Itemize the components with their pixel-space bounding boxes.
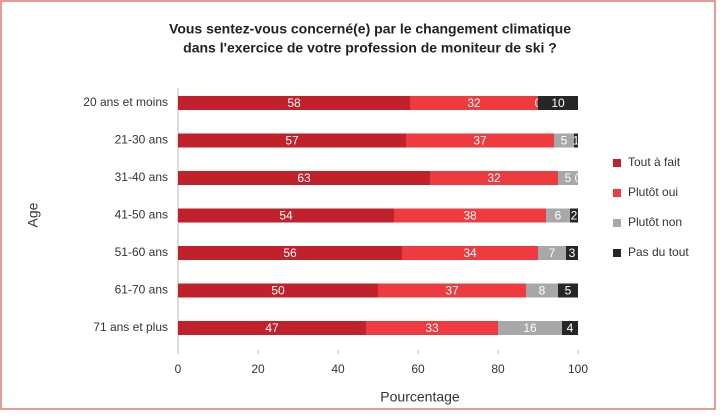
frame — [0, 0, 716, 410]
bar-segment — [178, 96, 410, 110]
value-label: 54 — [279, 209, 293, 223]
value-label: 1 — [573, 134, 580, 148]
y-tick-label: 41-50 ans — [115, 208, 168, 222]
bar-segment — [526, 283, 558, 298]
y-tick-label: 20 ans et moins — [83, 95, 168, 109]
bar-segment — [570, 208, 578, 223]
value-label: 63 — [297, 171, 311, 185]
y-tick-label: 71 ans et plus — [93, 320, 168, 334]
legend-label: Plutôt oui — [628, 185, 678, 199]
legend-label: Tout à fait — [628, 155, 681, 169]
bar-segment — [558, 283, 578, 298]
bar-segment — [574, 133, 578, 148]
value-label: 8 — [539, 284, 546, 298]
value-label: 6 — [555, 209, 562, 223]
bar-segment — [402, 246, 538, 260]
bar-segment — [178, 133, 406, 148]
value-label: 58 — [287, 96, 301, 110]
y-tick-label: 21-30 ans — [115, 133, 168, 147]
legend-label: Plutôt non — [628, 215, 682, 229]
value-label: 32 — [467, 96, 481, 110]
bar-segment — [394, 208, 546, 223]
bar-segment — [378, 283, 526, 298]
value-label: 2 — [571, 209, 578, 223]
value-label: 34 — [463, 246, 477, 260]
bar-segment — [538, 246, 566, 260]
bar-segment — [538, 96, 578, 110]
y-tick-label: 61-70 ans — [115, 283, 168, 297]
y-tick-label: 31-40 ans — [115, 170, 168, 184]
bar-segment — [562, 321, 578, 335]
bar-segment — [178, 246, 402, 260]
legend-swatch — [613, 249, 621, 257]
chart-title: Vous sentez-vous concerné(e) par le chan… — [169, 21, 571, 37]
bar-segment — [498, 321, 562, 335]
y-tick-label: 51-60 ans — [115, 245, 168, 259]
chart-title: dans l'exercice de votre profession de m… — [183, 40, 557, 56]
bar-segment — [178, 283, 378, 298]
bar-segment — [178, 171, 430, 185]
value-label: 16 — [523, 321, 537, 335]
bar-segment — [566, 246, 578, 260]
bar-segment — [430, 171, 558, 185]
value-label: 10 — [551, 96, 565, 110]
bar-segment — [546, 208, 570, 223]
value-label: 33 — [425, 321, 439, 335]
x-tick-label: 100 — [568, 362, 588, 376]
bar-segment — [178, 208, 394, 223]
value-label: 5 — [561, 134, 568, 148]
bar-segment — [366, 321, 498, 335]
value-label: 32 — [487, 171, 501, 185]
value-label: 47 — [265, 321, 279, 335]
x-tick-label: 40 — [331, 362, 345, 376]
bar-segment — [406, 133, 554, 148]
value-label: 5 — [565, 171, 572, 185]
value-label: 3 — [569, 246, 576, 260]
bar-segment — [178, 321, 366, 335]
y-axis-label: Age — [25, 202, 41, 227]
value-label: 38 — [463, 209, 477, 223]
value-label: 50 — [271, 284, 285, 298]
value-label: 37 — [445, 284, 459, 298]
value-label: 4 — [567, 321, 574, 335]
value-label: 57 — [285, 134, 299, 148]
x-axis-label: Pourcentage — [380, 389, 460, 405]
legend-label: Pas du tout — [628, 245, 689, 259]
value-label: 56 — [283, 246, 297, 260]
bar-segment — [554, 133, 574, 148]
legend-swatch — [613, 189, 621, 197]
value-label: 5 — [565, 284, 572, 298]
bar-segment — [558, 171, 578, 185]
value-label: 0 — [575, 171, 582, 185]
legend-swatch — [613, 219, 621, 227]
x-tick-label: 0 — [175, 362, 182, 376]
x-tick-label: 20 — [251, 362, 265, 376]
value-label: 37 — [473, 134, 487, 148]
legend-swatch — [613, 159, 621, 167]
x-tick-label: 80 — [491, 362, 505, 376]
bar-segment — [410, 96, 538, 110]
value-label: 7 — [549, 246, 556, 260]
x-tick-label: 60 — [411, 362, 425, 376]
